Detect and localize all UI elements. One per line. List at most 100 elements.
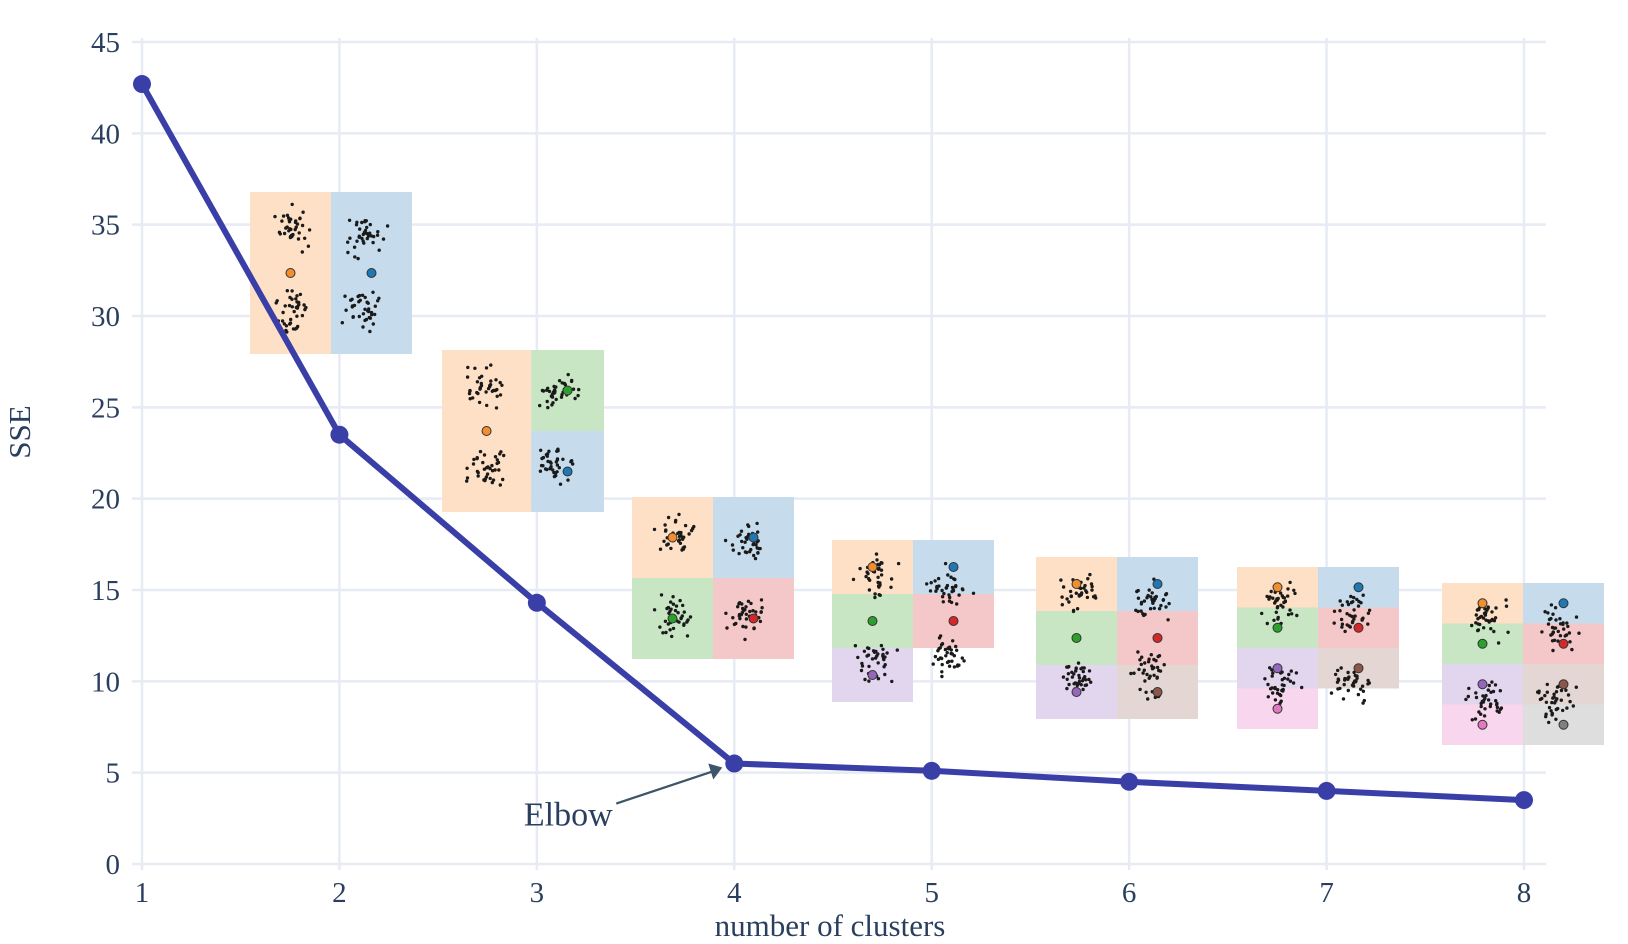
inset-k4-point <box>756 551 760 555</box>
inset-k5-point <box>858 566 862 571</box>
inset-k6-centroid-2 <box>1071 633 1082 643</box>
inset-k7-point <box>1269 589 1273 594</box>
inset-k4-point <box>681 546 685 550</box>
inset-k8-point <box>1481 694 1485 698</box>
inset-k4-point <box>759 610 763 614</box>
inset-k4-point <box>744 625 748 629</box>
inset-k8-point <box>1555 697 1559 701</box>
inset-k6-point <box>1087 669 1092 673</box>
y-gridlines <box>132 40 1546 866</box>
inset-k2-point <box>369 310 374 315</box>
inset-k8-point <box>1536 690 1540 694</box>
inset-k4-point <box>677 512 681 517</box>
inset-k6-point <box>1143 661 1147 665</box>
inset-k2-point <box>363 220 367 224</box>
inset-k2-point <box>288 321 293 325</box>
inset-k4-point <box>677 538 682 542</box>
inset-k8-point <box>1506 630 1510 634</box>
inset-k3-point <box>499 450 503 454</box>
inset-k3-point <box>484 366 489 370</box>
inset-k5-point <box>944 654 948 658</box>
y-tick-label-40: 40 <box>91 118 120 150</box>
inset-k2-point <box>297 231 301 235</box>
inset-k8-point <box>1470 623 1474 628</box>
inset-k7-point <box>1300 685 1304 690</box>
inset-k8-point <box>1554 707 1558 712</box>
inset-k7-point <box>1366 622 1370 626</box>
inset-k3-point <box>552 474 557 479</box>
inset-k6-point <box>1072 682 1076 686</box>
inset-k5-point <box>945 660 950 665</box>
inset-k5-point <box>883 663 887 667</box>
inset-k8-point <box>1547 617 1552 622</box>
inset-k6-point <box>1137 667 1141 672</box>
inset-k7-point <box>1294 671 1299 675</box>
inset-k6-point <box>1091 595 1096 599</box>
x-tick-label-2: 2 <box>332 877 347 909</box>
inset-k8-point <box>1486 688 1490 692</box>
inset-k3-point <box>546 405 550 410</box>
inset-k6-point <box>1140 655 1144 659</box>
inset-k4-point <box>674 604 679 608</box>
inset-k5-point <box>876 652 880 656</box>
inset-k6-point <box>1077 676 1082 680</box>
inset-k4-point <box>744 617 749 621</box>
inset-k6-centroid-4 <box>1071 687 1082 697</box>
inset-k3-point <box>471 462 476 466</box>
inset-k6-point <box>1067 682 1071 687</box>
inset-k2-point <box>381 237 386 241</box>
inset-k7-centroid-3 <box>1353 622 1364 633</box>
inset-k6-point <box>1132 671 1136 675</box>
y-axis-title: SSE <box>2 405 37 458</box>
inset-k2-point <box>294 297 298 301</box>
inset-k7-point <box>1292 588 1296 592</box>
inset-k7-point <box>1352 595 1356 600</box>
inset-k2-point <box>302 303 306 307</box>
inset-k3-point <box>502 453 506 458</box>
inset-k5-centroid-0 <box>867 562 878 572</box>
inset-k7-point <box>1278 591 1283 595</box>
inset-k5-point <box>867 664 871 669</box>
inset-k5-point <box>877 593 881 597</box>
inset-k8-centroid-7 <box>1558 719 1569 730</box>
inset-k7-point <box>1339 666 1343 670</box>
inset-k4-point <box>737 614 741 618</box>
inset-k8-centroid-2 <box>1477 638 1488 649</box>
inset-k6-point <box>1155 676 1159 680</box>
inset-k2-point <box>352 303 357 308</box>
inset-k4-point <box>673 520 678 524</box>
inset-k2-point <box>300 250 304 254</box>
inset-k7-point <box>1341 697 1346 701</box>
inset-k3-point <box>465 466 469 470</box>
inset-k5-point <box>945 583 950 588</box>
inset-k4-point <box>663 619 668 623</box>
inset-k2-point <box>340 321 344 325</box>
inset-k3-point <box>557 379 562 383</box>
inset-k3 <box>442 350 604 512</box>
inset-k6-point <box>1079 683 1083 687</box>
inset-k5-point <box>867 588 872 592</box>
inset-k7-point <box>1276 688 1280 692</box>
inset-k3-point <box>488 476 492 481</box>
inset-k5-point <box>940 588 944 593</box>
inset-k7-point <box>1286 612 1291 617</box>
inset-k5-point <box>862 649 867 653</box>
inset-k8-point <box>1549 603 1554 607</box>
inset-k7-point <box>1359 687 1363 691</box>
inset-k4 <box>632 497 794 659</box>
inset-k7-point <box>1282 676 1287 680</box>
inset-k4-point <box>687 532 691 536</box>
inset-k2-point <box>346 240 350 244</box>
inset-k2-point <box>371 290 375 294</box>
inset-k5-point <box>928 589 933 593</box>
inset-k3-point <box>468 397 472 401</box>
series-line <box>139 82 1525 804</box>
inset-k8-point <box>1498 689 1502 693</box>
inset-k3-point <box>472 457 476 462</box>
x-tick-label-1: 1 <box>135 877 150 909</box>
inset-k7-point <box>1338 686 1342 691</box>
inset-k2-point <box>281 310 285 315</box>
inset-k7-point <box>1350 614 1354 619</box>
inset-k5-point <box>942 591 946 596</box>
inset-k2-point <box>285 289 289 293</box>
